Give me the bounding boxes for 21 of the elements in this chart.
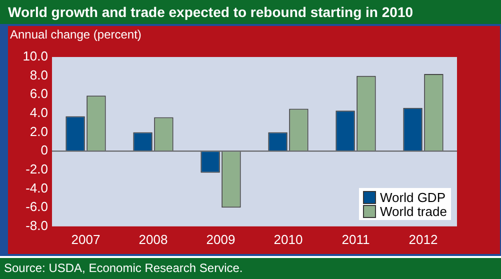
y-tick-label: 0 [40,142,48,158]
y-axis-title: Annual change (percent) [10,27,142,42]
source-note: Source: USDA, Economic Research Service. [0,258,501,279]
y-tick-label: 2.0 [30,124,48,139]
y-tick-label: -6.0 [26,199,48,214]
chart-title: World growth and trade expected to rebound starting in 2010 [0,0,501,24]
x-tick-label: 2008 [138,232,168,247]
y-tick-label: -2.0 [26,162,48,177]
x-tick-label: 2007 [71,232,100,247]
x-tick-label: 2010 [274,232,303,247]
x-tick-label: 2009 [206,232,236,247]
y-tick-label: 8.0 [30,67,48,82]
legend-label: World trade [380,204,447,219]
y-tick-label: 6.0 [30,86,48,102]
x-tick-label: 2012 [408,232,438,247]
legend-label: World GDP [380,190,446,205]
x-tick-label: 2011 [342,232,370,247]
y-tick-label: 4.0 [30,105,48,120]
y-tick-label: 10.0 [22,48,48,64]
y-tick-label: -4.0 [26,180,48,196]
y-tick-label: -8.0 [26,218,48,233]
